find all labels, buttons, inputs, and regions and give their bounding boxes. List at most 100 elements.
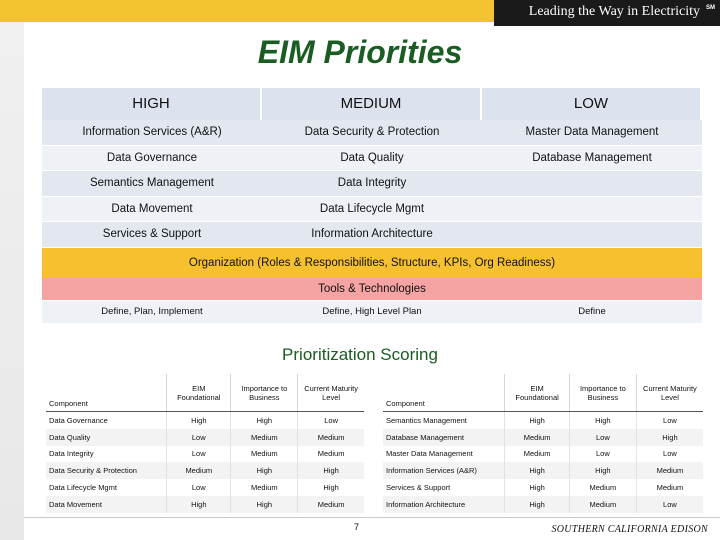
scoring-cell: Medium	[569, 479, 637, 496]
scoring-header: EIM Foundational	[166, 374, 232, 412]
table-row: Information Architecture High Medium Low	[383, 495, 703, 513]
scoring-cell: Low	[569, 445, 637, 463]
scoring-cell: Services & Support	[383, 479, 506, 496]
scoring-cell: Data Quality	[46, 428, 168, 446]
table-row: Data Movement High High Medium	[46, 495, 364, 513]
scoring-cell: Information Architecture	[383, 495, 506, 513]
approach-high: Define, Plan, Implement	[101, 306, 203, 317]
scoring-cell: Master Data Management	[383, 445, 506, 463]
priority-cell: Semantics Management	[42, 171, 262, 197]
scoring-cell: High	[504, 479, 570, 496]
scoring-table-right: Component EIM Foundational Importance to B…	[383, 374, 703, 513]
scoring-cell: Information Services (A&R)	[383, 462, 506, 480]
scoring-cell: Data Governance	[46, 411, 168, 429]
scoring-cell: Medium	[230, 445, 299, 463]
priority-cell	[482, 196, 702, 222]
scoring-cell: Low	[636, 495, 703, 513]
scoring-cell: Low	[569, 428, 637, 446]
priorities-grid: HIGH MEDIUM LOW Information Services (A&R) D…	[42, 88, 702, 248]
scoring-cell: High	[504, 462, 570, 480]
table-row: Data Security & Protection Medium High High	[46, 462, 364, 480]
priority-cell: Information Services (A&R)	[42, 120, 262, 146]
table-row: Data Integrity Low Medium Medium	[46, 445, 364, 463]
service-mark: SM	[706, 5, 715, 11]
scoring-cell: High	[323, 483, 339, 493]
table-row: Master Data Management Medium Low Low	[383, 445, 703, 463]
scoring-title: Prioritization Scoring	[282, 345, 438, 364]
scoring-cell: Low	[324, 415, 338, 425]
left-accent-strip	[0, 0, 24, 540]
scoring-cell: Medium	[636, 462, 703, 480]
priority-cell: Data Governance	[42, 145, 262, 171]
scoring-cell: Data Movement	[46, 495, 168, 513]
footer-rule	[24, 517, 720, 518]
scoring-header: Component	[46, 374, 168, 412]
scoring-header: Current Maturity Level	[636, 374, 703, 412]
scoring-cell: Medium	[166, 462, 232, 480]
scoring-cell: High	[569, 462, 637, 480]
scoring-header: Current Maturity Level	[297, 374, 364, 412]
scoring-cell: Medium	[569, 495, 637, 513]
priority-cell	[482, 171, 702, 197]
scoring-header: EIM Foundational	[504, 374, 570, 412]
page-title: EIM Priorities	[257, 34, 463, 70]
scoring-cell: Semantics Management	[383, 411, 506, 429]
scoring-cell: High	[569, 411, 637, 429]
scoring-cell: Medium	[230, 479, 299, 496]
priority-cell: Database Management	[482, 145, 702, 171]
priority-cell: Master Data Management	[482, 120, 702, 146]
approach-row: Define, Plan, Implement Define, High Lev…	[42, 301, 702, 323]
scoring-cell: Medium	[656, 483, 684, 493]
priority-cell: Data Movement	[42, 196, 262, 222]
scoring-cell: Medium	[297, 495, 364, 513]
scoring-header: Component	[383, 374, 506, 412]
table-row: Data Quality Low Medium Medium	[46, 428, 364, 446]
table-row: Information Services (A&R) High High Medium	[383, 462, 703, 480]
brand-logo-text: SOUTHERN CALIFORNIA EDISON	[551, 524, 708, 535]
scoring-header: Importance to Business	[569, 374, 637, 412]
scoring-cell: High	[636, 428, 703, 446]
priority-cell: Information Architecture	[262, 222, 482, 248]
table-row: Data Lifecycle Mgmt Low Medium High	[46, 479, 364, 496]
table-row: Services & Support High Medium Medium	[383, 479, 703, 496]
table-row: Database Management Medium Low High	[383, 428, 703, 446]
scoring-cell: Low	[663, 415, 677, 425]
priority-cell: Data Integrity	[262, 171, 482, 197]
scoring-table-left: Component EIM Foundational Importance to B…	[46, 374, 364, 513]
tagline: Leading the Way in Electricity	[528, 4, 700, 19]
scoring-cell: Medium	[230, 428, 299, 446]
priority-cell: Data Quality	[262, 145, 482, 171]
scoring-cell: Low	[166, 428, 232, 446]
scoring-cell: Database Management	[383, 428, 506, 446]
tools-band: Tools & Technologies	[42, 278, 702, 300]
scoring-cell: High	[230, 462, 299, 480]
scoring-cell: Data Integrity	[46, 445, 168, 463]
approach-medium: Define, High Level Plan	[322, 306, 422, 317]
scoring-cell: High	[230, 495, 299, 513]
organization-band: Organization (Roles & Responsibilities, …	[42, 248, 702, 278]
scoring-cell: High	[230, 411, 299, 429]
scoring-cell: Data Security & Protection	[46, 462, 168, 480]
scoring-cell: Low	[166, 479, 232, 496]
scoring-cell: Medium	[297, 428, 364, 446]
priority-cell: Data Lifecycle Mgmt	[262, 196, 482, 222]
priority-header-medium: MEDIUM	[262, 88, 482, 120]
approach-low: Define	[578, 306, 606, 317]
scoring-cell: High	[166, 411, 232, 429]
table-row: Data Governance High High Low	[46, 411, 364, 429]
scoring-cell: Low	[663, 449, 677, 459]
scoring-header: Importance to Business	[230, 374, 299, 412]
scoring-cell: Medium	[504, 445, 570, 463]
scoring-cell: High	[504, 495, 570, 513]
page-number: 7	[354, 522, 360, 532]
priority-header-high: HIGH	[42, 88, 262, 120]
scoring-cell: High	[166, 495, 232, 513]
scoring-cell: High	[504, 411, 570, 429]
priority-cell: Services & Support	[42, 222, 262, 248]
scoring-cell: Medium	[317, 449, 345, 459]
scoring-cell: High	[297, 462, 364, 480]
scoring-cell: Low	[166, 445, 232, 463]
priority-cell	[482, 222, 702, 248]
scoring-cell: Data Lifecycle Mgmt	[46, 479, 168, 496]
tagline-bar: Leading the Way in Electricity SM	[494, 0, 720, 26]
